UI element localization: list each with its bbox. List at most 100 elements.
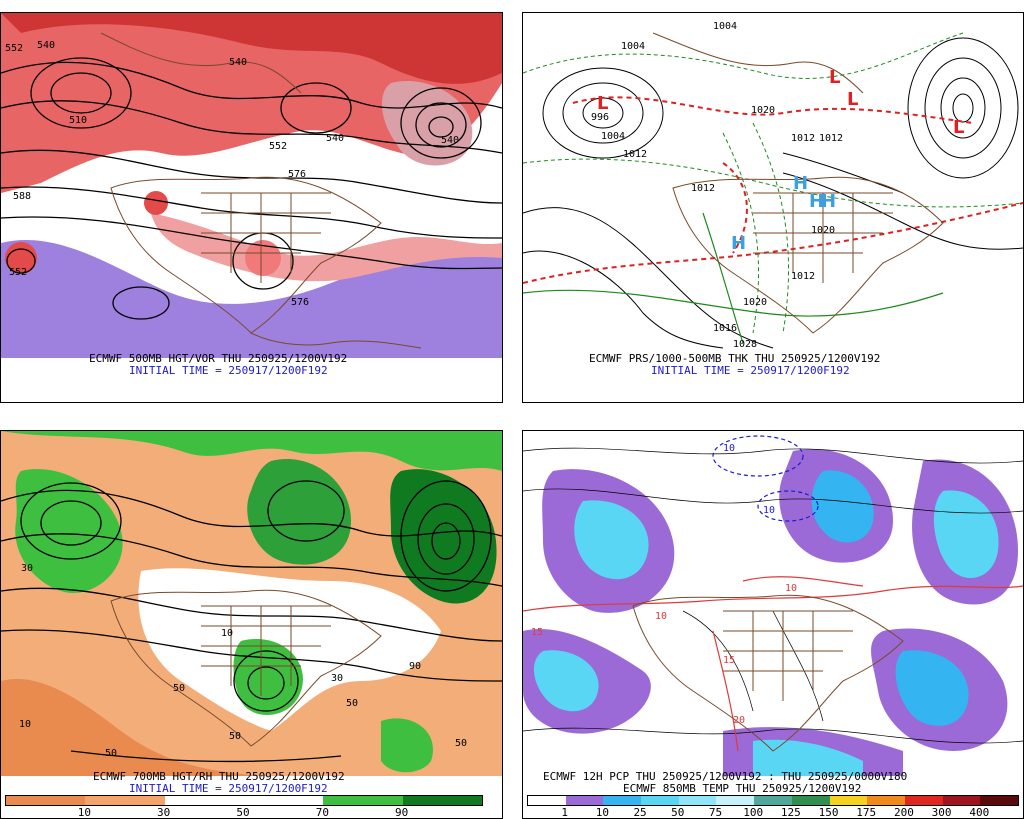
scale-color-segment xyxy=(323,796,403,805)
isobar-label: 1012 xyxy=(791,271,815,282)
scale-tick-label: 100 xyxy=(743,806,764,819)
rh-color-scale xyxy=(5,795,483,806)
isobar-label: 996 xyxy=(591,112,609,123)
scale-color-segment xyxy=(791,796,830,805)
scale-color-segment xyxy=(942,796,981,805)
isobar-label: 1012 xyxy=(791,133,815,144)
isobar-label: 1020 xyxy=(811,225,835,236)
scale-tick-label: 1 xyxy=(561,806,568,819)
isobar-label: 1020 xyxy=(743,297,767,308)
panel-700mb-height-rh: 10 30 50 50 50 50 90 10 50 30 ECMWF 700M… xyxy=(0,430,503,819)
rh-label: 10 xyxy=(221,628,233,639)
temperature-label: 20 xyxy=(733,715,745,726)
panel-500mb-height-vorticity: 552 540 540 510 552 540 576 588 552 540 … xyxy=(0,12,503,403)
scale-tick-label: 400 xyxy=(969,806,990,819)
contour-label: 540 xyxy=(441,135,459,146)
scale-tick-label: 150 xyxy=(818,806,839,819)
scale-color-segment xyxy=(678,796,717,805)
isobar-label: 1004 xyxy=(621,41,645,52)
contour-label: 576 xyxy=(291,297,309,308)
rh-scale-ticks: 10 30 50 70 90 xyxy=(5,806,481,819)
scale-color-segment xyxy=(867,796,905,805)
scale-tick-label: 200 xyxy=(893,806,914,819)
rh-label: 50 xyxy=(455,738,467,749)
contour-label: 552 xyxy=(269,141,287,152)
rh-label: 30 xyxy=(21,563,33,574)
scale-color-segment xyxy=(904,796,943,805)
high-pressure-marker: H xyxy=(809,191,824,212)
scale-color-segment xyxy=(716,796,755,805)
low-pressure-marker: L xyxy=(847,89,858,110)
scale-color-segment xyxy=(641,796,679,805)
contour-label: 540 xyxy=(229,57,247,68)
rh-label: 50 xyxy=(229,731,241,742)
isobar-label: 1012 xyxy=(819,133,843,144)
scale-tick-label: 25 xyxy=(633,806,647,819)
rh-label: 90 xyxy=(409,661,421,672)
scale-color-segment xyxy=(402,796,482,805)
temperature-label: 15 xyxy=(531,627,543,638)
precip-scale-ticks: 1 10 25 50 75 100 125 150 175 200 300 400 xyxy=(527,806,1017,819)
isobar-label: 1012 xyxy=(691,183,715,194)
rh-label: 50 xyxy=(173,683,185,694)
contour-label: 552 xyxy=(5,43,23,54)
scale-color-segment xyxy=(565,796,604,805)
scale-tick-label: 50 xyxy=(236,806,250,819)
initial-time: INITIAL TIME = 250917/1200F192 xyxy=(129,364,328,377)
contour-label: 552 xyxy=(9,267,27,278)
contour-label: 510 xyxy=(69,115,87,126)
scale-tick-label: 10 xyxy=(77,806,91,819)
precip-color-scale xyxy=(527,795,1019,806)
rh-label: 50 xyxy=(105,748,117,759)
temperature-label: 15 xyxy=(723,655,735,666)
rh-label: 10 xyxy=(19,719,31,730)
isobar-label: 1004 xyxy=(713,21,737,32)
panel-title: ECMWF 500MB HGT/VOR THU 250925/1200V192 xyxy=(89,352,348,365)
scale-color-segment xyxy=(85,796,165,805)
temperature-label: 10 xyxy=(785,583,797,594)
isobar-label: 1020 xyxy=(751,105,775,116)
isobar-label: 1004 xyxy=(601,131,625,142)
map-precip: 10 10 15 10 15 20 10 xyxy=(523,431,1023,776)
scale-color-segment xyxy=(980,796,1018,805)
scale-color-segment xyxy=(6,796,86,805)
panel-title: ECMWF PRS/1000-500MB THK THU 250925/1200… xyxy=(589,352,881,365)
scale-tick-label: 175 xyxy=(856,806,877,819)
scale-tick-label: 70 xyxy=(315,806,329,819)
contour-label: 540 xyxy=(37,40,55,51)
panel-subtitle: ECMWF 850MB TEMP THU 250925/1200V192 xyxy=(623,782,862,795)
panel-title: ECMWF 12H PCP THU 250925/1200V192 : THU … xyxy=(543,770,908,783)
contour-label: 588 xyxy=(13,191,31,202)
scale-tick-label: 300 xyxy=(931,806,952,819)
rh-label: 50 xyxy=(346,698,358,709)
scale-tick-label: 30 xyxy=(157,806,171,819)
high-pressure-marker: H xyxy=(821,191,836,212)
contour-label: 576 xyxy=(288,169,306,180)
temperature-label: 10 xyxy=(723,443,735,454)
scale-color-segment xyxy=(243,796,324,805)
isobar-label: 1016 xyxy=(713,323,737,334)
low-pressure-marker: L xyxy=(953,117,964,138)
scale-color-segment xyxy=(528,796,566,805)
isobar-label: 1028 xyxy=(733,339,757,350)
temperature-label: 10 xyxy=(763,505,775,516)
contour-label: 540 xyxy=(326,133,344,144)
initial-time: INITIAL TIME = 250917/1200F192 xyxy=(129,782,328,795)
scale-color-segment xyxy=(164,796,244,805)
scale-tick-label: 125 xyxy=(780,806,801,819)
scale-color-segment xyxy=(829,796,868,805)
high-pressure-marker: H xyxy=(731,233,746,254)
rh-label: 30 xyxy=(331,673,343,684)
initial-time: INITIAL TIME = 250917/1200F192 xyxy=(651,364,850,377)
scale-color-segment xyxy=(754,796,792,805)
scale-tick-label: 10 xyxy=(595,806,609,819)
temperature-label: 10 xyxy=(655,611,667,622)
scale-tick-label: 75 xyxy=(708,806,723,819)
panel-precip-850mb-temp: 10 10 15 10 15 20 10 ECMWF 12H PCP THU 2… xyxy=(522,430,1024,819)
map-pressure: 1004 1004 1012 996 1004 1012 1020 1012 1… xyxy=(523,21,1023,350)
high-pressure-marker: H xyxy=(793,173,808,194)
panel-title: ECMWF 700MB HGT/RH THU 250925/1200V192 xyxy=(93,770,345,783)
scale-tick-label: 90 xyxy=(395,806,409,819)
map-700mb: 10 30 50 50 50 50 90 10 50 30 xyxy=(1,431,502,776)
scale-color-segment xyxy=(603,796,642,805)
